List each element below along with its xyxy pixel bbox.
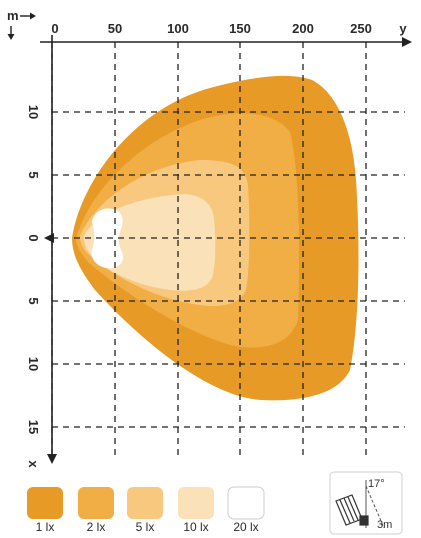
legend: 1 lx 2 lx 5 lx 10 lx 20 lx [27,486,265,534]
legend-swatch [127,487,163,519]
x-tick-label: 0 [51,21,58,36]
y-tick-label: 5 [26,171,41,178]
legend-swatch [178,487,214,519]
origin-marker [44,233,54,243]
legend-item: 1 lx [27,487,63,534]
isolux-zones [72,75,359,401]
legend-swatch [27,487,63,519]
x-tick-label: 200 [292,21,314,36]
inset-angle-label: 17° [368,478,385,490]
unit-label: m [7,8,19,23]
y-axis-letter: x [26,460,41,468]
x-tick-label: 150 [229,21,251,36]
legend-item: 10 lx [178,487,214,534]
x-tick-label: 100 [167,21,189,36]
y-axis-arrow [47,454,57,464]
legend-label: 5 lx [136,520,155,534]
legend-label: 20 lx [233,520,258,534]
x-tick-labels: 0 50 100 150 200 250 y [51,21,407,36]
x-tick-label: 50 [108,21,122,36]
legend-item: 2 lx [78,487,114,534]
inset-beam-line [365,485,385,529]
mounting-inset: 17° 3m [329,471,403,535]
legend-label: 2 lx [87,520,106,534]
axes [40,35,412,464]
x-axis-arrow [402,37,412,47]
legend-item: 20 lx [227,486,265,534]
legend-label: 1 lx [36,520,55,534]
down-arrow-icon [7,34,15,40]
y-tick-label: 15 [26,420,41,434]
x-axis-letter: y [399,21,407,36]
legend-swatch [227,486,265,520]
x-tick-label: 250 [350,21,372,36]
unit-indicator: m [7,8,36,40]
legend-item: 5 lx [127,487,163,534]
inset-height-label: 3m [377,519,392,531]
y-tick-label: 5 [26,297,41,304]
legend-label: 10 lx [183,520,208,534]
lamp-icon [335,494,369,526]
legend-swatch [78,487,114,519]
y-tick-label: 10 [26,105,41,119]
right-arrow-icon [30,12,36,20]
y-tick-label: 0 [26,234,41,241]
y-tick-label: 10 [26,357,41,371]
y-tick-labels: 10 5 0 5 10 15 x [26,105,41,469]
